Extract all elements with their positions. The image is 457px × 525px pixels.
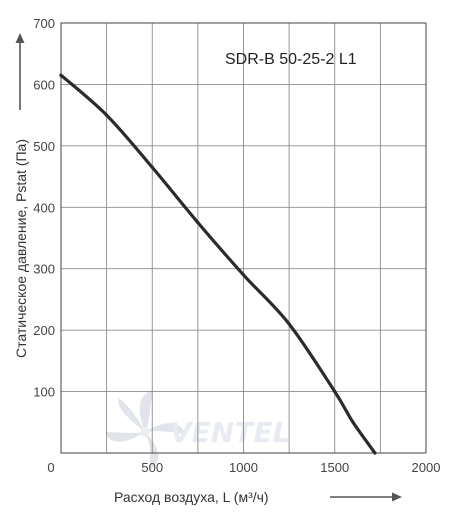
watermark-text: VENTEL <box>170 416 290 449</box>
chart-title: SDR-B 50-25-2 L1 <box>225 51 357 68</box>
grid-lines <box>60 22 427 454</box>
y-tick-label: 300 <box>33 262 55 277</box>
ventel-watermark-logo: VENTEL <box>105 390 290 470</box>
fan-icon <box>105 390 185 470</box>
curve-point <box>333 389 337 394</box>
x-tick-labels: 0 500 1000 1500 2000 <box>47 460 440 475</box>
y-tick-labels: 100 200 300 400 500 600 700 <box>33 16 55 400</box>
curve-point <box>196 221 200 225</box>
x-axis-arrowhead <box>392 492 402 502</box>
x-tick-label: 500 <box>141 460 163 475</box>
curve-point <box>287 322 291 326</box>
x-tick-label: 1000 <box>229 460 258 475</box>
curve-point <box>105 113 109 117</box>
y-tick-label: 500 <box>33 139 55 154</box>
curve-point <box>150 165 154 169</box>
x-tick-label: 2000 <box>412 460 441 475</box>
x-axis-label: Расход воздуха, L (м³/ч) <box>114 489 269 505</box>
x-tick-label: 1500 <box>320 460 349 475</box>
curve-point <box>59 73 63 77</box>
curve-point <box>351 420 355 424</box>
x-tick-label: 0 <box>47 460 54 475</box>
curve-point <box>241 273 246 277</box>
y-axis-label: Статическое давление, Pstat (Па) <box>13 139 29 358</box>
y-tick-label: 200 <box>33 323 55 338</box>
y-axis-arrowhead <box>15 33 25 43</box>
performance-curve-line <box>59 73 377 455</box>
y-tick-label: 700 <box>33 16 55 31</box>
y-tick-label: 100 <box>33 385 55 400</box>
y-tick-label: 400 <box>33 200 55 215</box>
plot-frame <box>60 22 427 454</box>
curve-points <box>59 73 377 455</box>
curve-point <box>373 451 377 455</box>
y-tick-label: 600 <box>33 77 55 92</box>
